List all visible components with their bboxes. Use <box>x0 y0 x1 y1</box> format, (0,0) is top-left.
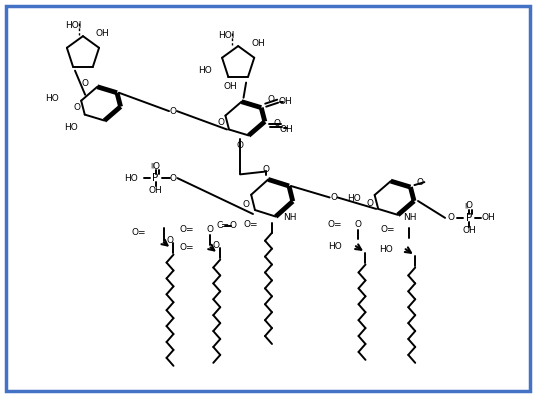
Text: O: O <box>366 199 373 208</box>
Text: O: O <box>207 225 214 234</box>
Text: O=: O= <box>131 228 146 237</box>
Text: O: O <box>73 103 81 112</box>
Text: P: P <box>466 213 472 223</box>
Text: O: O <box>263 165 270 174</box>
Text: O: O <box>267 95 274 104</box>
Text: O: O <box>81 79 88 88</box>
Text: O: O <box>237 141 244 150</box>
Text: OH: OH <box>148 185 162 195</box>
Text: O: O <box>169 107 176 116</box>
Text: OH: OH <box>278 97 292 106</box>
Text: O=: O= <box>327 220 341 229</box>
Text: OH: OH <box>280 125 294 134</box>
Text: O: O <box>465 201 472 210</box>
Text: OH: OH <box>462 226 476 235</box>
Text: HOI: HOI <box>65 21 81 30</box>
Text: O: O <box>243 200 250 209</box>
Text: O: O <box>152 162 159 171</box>
Text: O: O <box>354 220 361 229</box>
Text: =: = <box>221 221 229 231</box>
Text: O: O <box>218 118 225 127</box>
Text: O=: O= <box>381 225 396 234</box>
Text: HO: HO <box>198 66 212 75</box>
Text: C: C <box>216 222 222 230</box>
Text: O: O <box>229 222 236 230</box>
Text: O: O <box>273 119 280 128</box>
Text: O: O <box>448 213 455 222</box>
Text: NH: NH <box>283 213 296 222</box>
Text: ||: || <box>151 162 155 168</box>
Text: OH: OH <box>224 82 237 91</box>
Text: HOI: HOI <box>218 31 234 40</box>
Text: O: O <box>170 173 177 183</box>
Text: HO: HO <box>46 94 59 103</box>
Text: O: O <box>417 177 424 187</box>
Text: P: P <box>152 173 159 183</box>
Text: HO: HO <box>347 195 361 204</box>
Text: O: O <box>166 236 173 245</box>
Text: O=: O= <box>243 220 258 229</box>
Text: O: O <box>213 241 220 250</box>
Text: OH: OH <box>482 213 496 222</box>
Text: HO: HO <box>379 245 393 254</box>
Text: O: O <box>330 193 337 202</box>
Text: HO: HO <box>124 173 138 183</box>
Text: HO: HO <box>328 242 341 251</box>
Text: O=: O= <box>180 225 195 234</box>
Text: OH: OH <box>251 39 265 48</box>
Text: HO: HO <box>64 123 78 132</box>
Text: ||: || <box>464 202 468 208</box>
Text: OH: OH <box>96 29 110 38</box>
Text: O=: O= <box>180 243 195 252</box>
Text: NH: NH <box>404 213 417 222</box>
